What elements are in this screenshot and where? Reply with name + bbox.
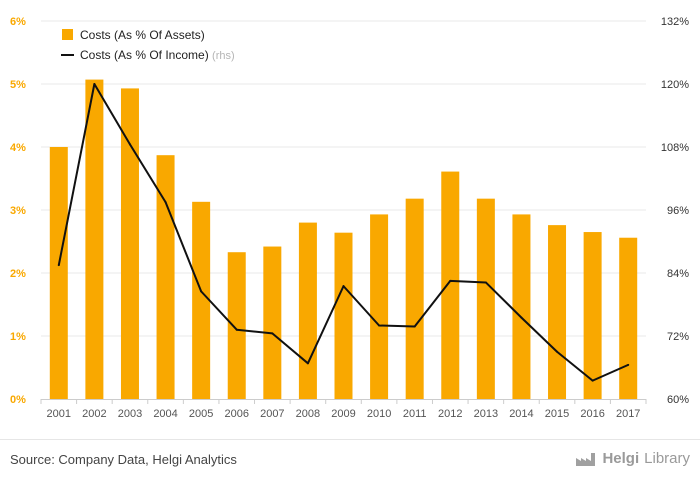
line-point: [556, 350, 559, 353]
line-point: [413, 325, 416, 328]
bar: [334, 232, 353, 399]
line-point: [57, 264, 60, 267]
line-point: [164, 201, 167, 204]
x-tick-label: 2013: [474, 408, 498, 420]
x-tick-label: 2011: [403, 408, 427, 420]
bar: [370, 214, 389, 399]
line-point: [627, 363, 630, 366]
legend-rhs-suffix: (rhs): [212, 50, 235, 62]
line-point: [378, 324, 381, 327]
line-point: [449, 279, 452, 282]
x-tick-label: 2007: [260, 408, 284, 420]
x-tick-label: 2014: [509, 408, 533, 420]
x-tick-label: 2016: [580, 408, 604, 420]
bar: [512, 214, 531, 399]
x-tick-label: 2012: [438, 408, 462, 420]
y-right-tick-label: 108%: [661, 142, 689, 154]
line-point: [484, 281, 487, 284]
x-tick-label: 2017: [616, 408, 640, 420]
x-tick-label: 2001: [47, 408, 71, 420]
legend-label-bar: Costs (As % Of Assets): [80, 28, 205, 42]
brand-name-light: Library: [644, 450, 690, 467]
legend-swatch-bar: [62, 29, 73, 40]
y-left-tick-label: 0%: [10, 394, 26, 406]
bar: [548, 225, 567, 399]
y-left-tick-label: 3%: [10, 205, 26, 217]
y-left-tick-label: 1%: [10, 331, 26, 343]
x-tick-label: 2008: [296, 408, 320, 420]
y-left-tick-label: 4%: [10, 142, 26, 154]
bar: [619, 237, 638, 399]
bar: [476, 198, 495, 399]
bar: [192, 201, 211, 399]
y-right-tick-label: 60%: [667, 394, 689, 406]
x-tick-label: 2006: [224, 408, 248, 420]
x-tick-label: 2005: [189, 408, 213, 420]
bar: [120, 88, 139, 399]
bar: [85, 79, 104, 399]
line-point: [306, 362, 309, 365]
line-point: [342, 285, 345, 288]
line-point: [520, 316, 523, 319]
line-point: [235, 328, 238, 331]
helgi-library-logo[interactable]: Helgi Library: [575, 450, 690, 467]
x-tick-label: 2015: [545, 408, 569, 420]
y-right-tick-label: 72%: [667, 331, 689, 343]
y-left-tick-label: 2%: [10, 268, 26, 280]
chart: 0% 60% 1% 72% 2% 84% 3% 96% 4% 108% 5% 120% 6% 132% 20…: [10, 16, 689, 420]
x-tick-label: 2003: [118, 408, 142, 420]
x-tick-label: 2002: [82, 408, 106, 420]
bar: [156, 155, 175, 399]
bar: [227, 252, 246, 399]
y-right-tick-label: 120%: [661, 79, 689, 91]
source-note: Source: Company Data, Helgi Analytics: [10, 452, 237, 467]
y-left-tick-label: 6%: [10, 16, 26, 28]
y-right-tick-label: 84%: [667, 268, 689, 280]
bar: [583, 232, 602, 399]
line-point: [93, 83, 96, 85]
line-point: [271, 332, 274, 335]
bar: [49, 147, 68, 399]
brand-name-bold: Helgi: [602, 450, 640, 467]
factory-logo-icon: [576, 452, 596, 466]
bar: [298, 222, 317, 399]
line-point: [200, 290, 203, 293]
legend-label-line: Costs (As % Of Income) (rhs): [80, 48, 235, 62]
x-tick-label: 2004: [153, 408, 177, 420]
x-tick-label: 2009: [331, 408, 355, 420]
footer: Source: Company Data, Helgi Analytics He…: [0, 439, 700, 484]
y-left-tick-label: 5%: [10, 79, 26, 91]
y-right-tick-label: 96%: [667, 205, 689, 217]
bar: [441, 171, 460, 399]
x-tick-label: 2010: [367, 408, 391, 420]
line-point: [591, 379, 594, 382]
bar: [405, 198, 424, 399]
y-right-tick-label: 132%: [661, 16, 689, 28]
line-point: [128, 143, 131, 146]
bar: [263, 246, 282, 399]
